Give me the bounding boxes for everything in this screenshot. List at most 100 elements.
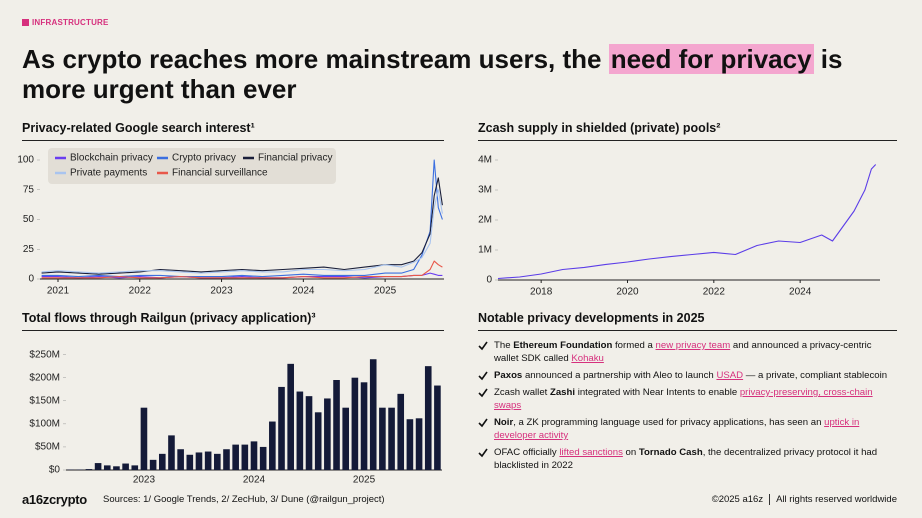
text: Noir (494, 417, 514, 428)
title: As crypto reaches more mainstream users,… (22, 44, 872, 104)
chart-title: Zcash supply in shielded (private) pools… (478, 121, 897, 141)
text: formed a (612, 340, 656, 351)
bar (94, 463, 102, 470)
line-series (41, 260, 443, 279)
text: Zashi (549, 387, 576, 398)
check-icon (478, 418, 488, 428)
bar (149, 459, 157, 470)
check-icon (478, 388, 488, 398)
bar (388, 407, 395, 470)
y-tick-label: 75 (23, 184, 35, 195)
development-item: OFAC officially lifted sanctions on Torn… (478, 446, 898, 472)
y-tick-label: 3M (478, 185, 492, 196)
text: and announced a privacy-centric wallet S… (494, 340, 872, 364)
x-tick-label: 2024 (243, 475, 266, 486)
text: integrated with Near Intents to enable (575, 387, 740, 398)
development-item: Noir, a ZK programming language used for… (478, 416, 898, 442)
line-series (497, 164, 877, 280)
bar (314, 412, 322, 470)
link[interactable]: uptick in developer activity (494, 417, 860, 441)
y-tick-label: $100M (29, 418, 60, 429)
bar (406, 419, 414, 470)
bar (259, 446, 267, 470)
bar (351, 377, 359, 470)
link[interactable]: privacy-preserving, cross-chain swaps (494, 387, 873, 411)
y-tick-label: 4M (478, 155, 492, 166)
y-tick-label: 1M (478, 245, 492, 256)
title-text: is more urgent than ever (22, 44, 843, 104)
check-icon (478, 341, 488, 351)
x-tick-label: 2020 (616, 287, 639, 298)
chart-title: Privacy-related Google search interest¹ (22, 121, 444, 141)
development-item: The Ethereum Foundation formed a new pri… (478, 339, 898, 365)
check-icon (478, 448, 488, 458)
link[interactable]: lifted sanctions (559, 447, 623, 458)
title-highlight: need for privacy (608, 44, 814, 74)
copyright-text: ©2025 a16z (711, 494, 764, 505)
tag: INFRASTRUCTURE (32, 18, 109, 27)
sources: Sources: 1/ Google Trends, 2/ ZecHub, 3/… (103, 494, 385, 505)
copyright: ©2025 a16z All rights reserved worldwide (712, 494, 897, 505)
y-tick-label: 50 (23, 214, 35, 225)
link[interactable]: USAD (716, 370, 744, 381)
bar (424, 366, 432, 470)
bar (122, 463, 129, 470)
text: Ethereum Foundation (513, 340, 613, 351)
x-tick-label: 2024 (789, 287, 812, 298)
bar (223, 449, 230, 470)
y-tick-label: 2M (478, 215, 492, 226)
bar (369, 359, 377, 470)
text: Zcash wallet (494, 387, 550, 398)
bar (250, 441, 258, 470)
bar (333, 380, 340, 470)
bar (177, 449, 184, 470)
bar (85, 469, 93, 470)
line-series (41, 177, 443, 275)
bar (214, 453, 221, 470)
legend-box (48, 148, 336, 184)
bar (434, 385, 441, 470)
x-tick-label: 2024 (292, 286, 315, 297)
tag-icon (22, 19, 29, 26)
bar (232, 444, 239, 470)
legend-label: Financial privacy (258, 153, 332, 164)
bar (195, 452, 203, 470)
y-tick-label: 25 (23, 244, 35, 255)
bar (278, 386, 285, 470)
legend-label: Blockchain privacy (70, 153, 153, 164)
text: announced a partnership with Aleo to lau… (522, 370, 717, 381)
x-tick-label: 2022 (703, 287, 726, 298)
y-tick-label: $250M (29, 349, 60, 360)
chart-title: Total flows through Railgun (privacy app… (22, 311, 444, 331)
link[interactable]: new privacy team (655, 340, 731, 351)
bar (379, 407, 386, 470)
text: Paxos (494, 370, 523, 381)
bar (415, 418, 423, 470)
bar (204, 451, 212, 470)
text: The (494, 340, 514, 351)
bar (342, 407, 350, 470)
bar (287, 363, 294, 470)
y-tick-label: $50M (35, 442, 60, 453)
bar (296, 391, 304, 470)
bar (269, 421, 276, 470)
x-tick-label: 2018 (530, 287, 553, 298)
link[interactable]: Kohaku (571, 353, 604, 364)
x-tick-label: 2025 (374, 286, 397, 297)
bar (360, 382, 368, 470)
development-item: Paxos announced a partnership with Aleo … (478, 369, 898, 382)
bar (158, 453, 166, 470)
logo: a16zcrypto (22, 492, 87, 507)
y-tick-label: $0 (49, 465, 61, 476)
y-tick-label: 0 (28, 274, 34, 285)
y-tick-label: 100 (17, 155, 34, 166)
bar (131, 465, 139, 470)
title-text: As crypto reaches more mainstream users,… (22, 44, 609, 74)
y-tick-label: 0 (486, 275, 492, 286)
bar (113, 466, 120, 470)
legend-label: Financial surveillance (172, 168, 268, 179)
x-tick-label: 2023 (210, 286, 233, 297)
text: — a private, compliant stablecoin (743, 370, 888, 381)
